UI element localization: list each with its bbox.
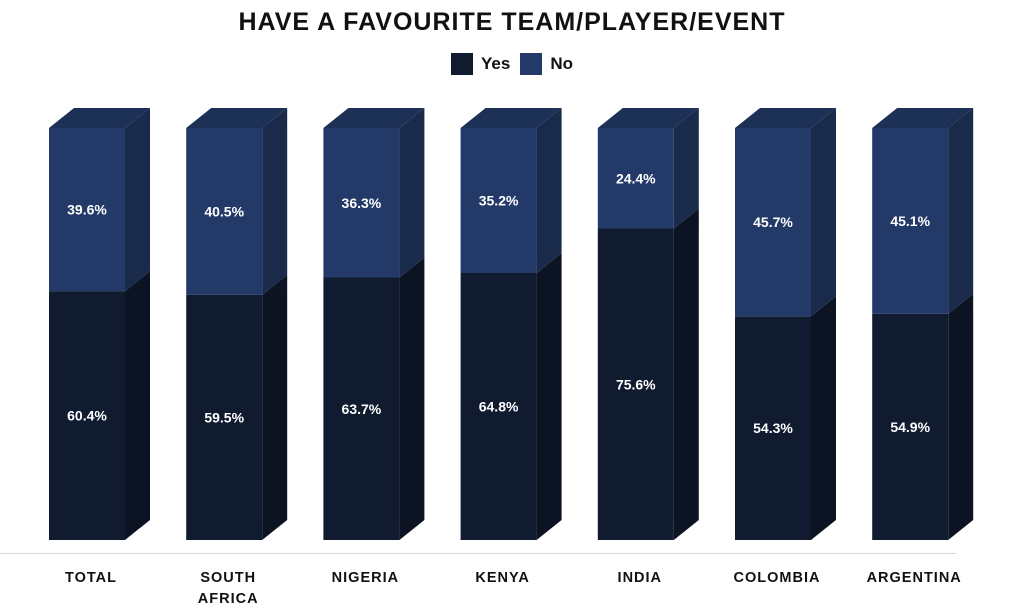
chart-title: HAVE A FAVOURITE TEAM/PLAYER/EVENT (238, 8, 786, 36)
bar-south-africa-no (186, 128, 263, 295)
data-label-argentina-yes: 54.9% (890, 419, 930, 435)
bar-colombia-yes (735, 316, 811, 540)
legend-swatch-no (520, 53, 543, 75)
legend-label-yes: Yes (481, 54, 511, 73)
x-tick-label-colombia: COLOMBIA (733, 570, 821, 586)
data-label-kenya-yes: 64.8% (479, 399, 519, 415)
x-tick-label-india: INDIA (617, 570, 663, 586)
bar-side-india-no (673, 108, 699, 229)
bar-side-kenya-no (536, 108, 562, 274)
bar-top-nigeria (323, 108, 425, 128)
x-tick-label-kenya: KENYA (475, 570, 530, 586)
x-axis-line (0, 553, 956, 554)
bar-side-south-africa-yes (262, 274, 288, 540)
data-label-nigeria-no: 36.3% (342, 195, 382, 211)
data-label-nigeria-yes: 63.7% (342, 401, 382, 417)
bar-top-argentina (872, 108, 974, 128)
data-label-colombia-no: 45.7% (753, 214, 793, 230)
bar-india-yes (597, 228, 674, 540)
bar-side-colombia-yes (811, 296, 836, 540)
bar-side-nigeria-yes (399, 257, 425, 540)
x-tick-label-total: TOTAL (65, 570, 117, 586)
data-label-kenya-no: 35.2% (479, 193, 519, 209)
legend-item-yes: Yes (451, 53, 510, 75)
bar-side-total-no (125, 108, 150, 292)
legend-swatch-yes (451, 53, 473, 75)
data-label-south-africa-no: 40.5% (204, 203, 244, 219)
data-label-total-yes: 60.4% (67, 408, 107, 424)
bar-argentina-no (872, 128, 949, 314)
bar-side-south-africa-no (262, 108, 288, 295)
data-label-south-africa-yes: 59.5% (204, 409, 244, 425)
bar-side-total-yes (125, 271, 150, 540)
bar-top-south-africa (186, 108, 288, 128)
data-label-india-no: 24.4% (616, 170, 656, 186)
bar-side-nigeria-no (399, 108, 425, 278)
chart-legend: Yes No (0, 53, 1024, 75)
bar-side-colombia-no (811, 108, 836, 317)
x-tick-label-argentina: ARGENTINA (866, 570, 962, 586)
bar-kenya-yes (460, 273, 537, 540)
data-label-india-yes: 75.6% (616, 376, 656, 392)
bar-side-argentina-no (948, 108, 974, 314)
bar-kenya-no (460, 128, 537, 274)
bar-nigeria-yes (323, 277, 400, 540)
bar-argentina-yes (872, 313, 949, 540)
bar-colombia-no (735, 128, 811, 317)
bar-top-colombia (735, 108, 836, 128)
bar-nigeria-no (323, 128, 400, 278)
bar-side-india-yes (673, 208, 699, 540)
bar-india-no (597, 128, 674, 229)
x-tick-label-nigeria: NIGERIA (331, 570, 400, 586)
bar-total-no (49, 128, 125, 292)
legend-item-no: No (520, 53, 573, 75)
bar-top-india (597, 108, 699, 128)
legend-label-no: No (550, 54, 573, 73)
bar-side-argentina-yes (948, 293, 974, 540)
bar-top-kenya (460, 108, 562, 128)
bar-total-yes (49, 291, 125, 540)
x-tick-label-south-africa: SOUTH AFRICA (197, 570, 259, 607)
bar-south-africa-yes (186, 294, 263, 540)
bar-side-kenya-yes (536, 253, 562, 541)
data-label-colombia-yes: 54.3% (753, 420, 793, 436)
data-label-total-no: 39.6% (67, 202, 107, 218)
data-label-argentina-no: 45.1% (890, 213, 930, 229)
bar-top-total (49, 108, 150, 128)
